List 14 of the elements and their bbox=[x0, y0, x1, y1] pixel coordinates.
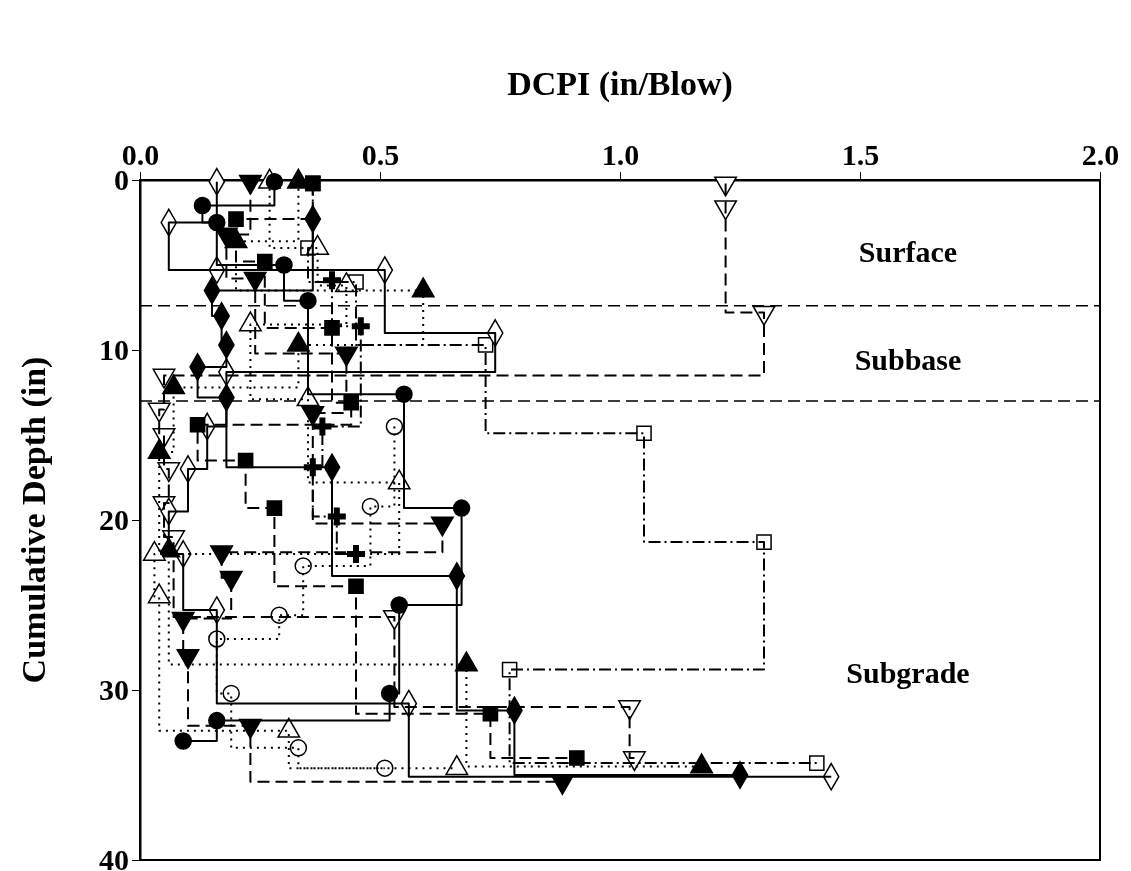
y-tick-label: 20 bbox=[99, 503, 129, 537]
x-tick-label: 1.5 bbox=[841, 138, 880, 171]
annotation: Subgrade bbox=[846, 656, 970, 690]
annotation: Subbase bbox=[854, 342, 962, 376]
x-tick-label: 0.0 bbox=[121, 138, 160, 171]
x-tick-label: 2.0 bbox=[1081, 138, 1120, 171]
x-tick-label: 1.0 bbox=[601, 138, 640, 171]
x-axis-title: DCPI (in/Blow) bbox=[507, 65, 733, 103]
x-tick-label: 0.5 bbox=[361, 138, 400, 171]
y-axis-title: Cumulative Depth (in) bbox=[15, 356, 53, 684]
y-tick-label: 40 bbox=[99, 843, 129, 871]
annotation: Surface bbox=[858, 235, 958, 269]
y-tick-label: 10 bbox=[99, 333, 129, 367]
y-tick-label: 30 bbox=[99, 673, 129, 707]
